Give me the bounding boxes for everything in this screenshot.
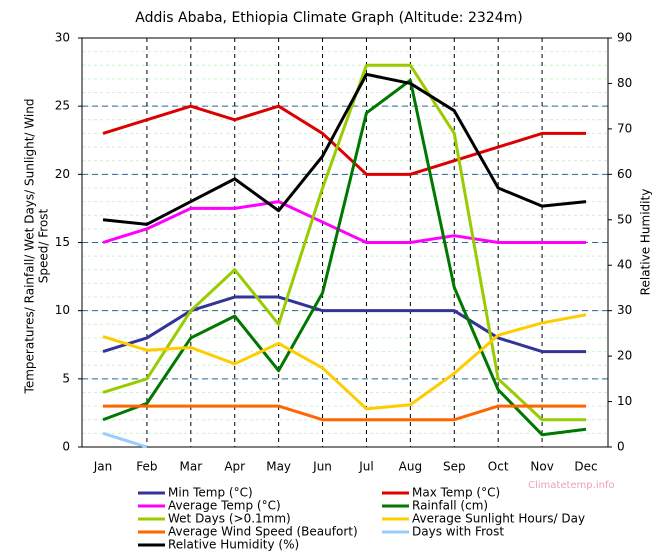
y-tick-label: 15 — [55, 235, 70, 249]
x-tick-label: Dec — [574, 460, 597, 474]
series-line — [102, 104, 586, 176]
y2-tick-label: 80 — [617, 76, 632, 90]
legend-label: Average Wind Speed (Beaufort) — [168, 525, 358, 539]
y2-tick-label: 70 — [617, 121, 632, 135]
y2-tick-label: 10 — [617, 394, 632, 408]
x-tick-label: Feb — [136, 460, 157, 474]
series-line — [102, 295, 586, 354]
x-tick-label: Jun — [312, 460, 332, 474]
y-axis-title-line: Speed/ Frost — [37, 208, 51, 283]
y-tick-label: 0 — [62, 440, 70, 454]
legend-label: Wet Days (>0.1mm) — [168, 512, 291, 526]
x-tick-label: May — [266, 460, 291, 474]
y-tick-label: 25 — [55, 99, 70, 113]
series-line — [102, 313, 587, 411]
legend-label: Average Sunlight Hours/ Day — [412, 512, 585, 526]
y2-tick-label: 50 — [617, 212, 632, 226]
plot-frame — [81, 37, 609, 448]
x-tick-label: Nov — [530, 460, 553, 474]
x-tick-label: Mar — [179, 460, 202, 474]
x-tick-label: Jul — [358, 460, 373, 474]
y2-axis-title: Relative Humidity — [639, 189, 653, 296]
series-line — [103, 404, 586, 422]
x-tick-label: Sep — [443, 460, 466, 474]
chart-title: Addis Ababa, Ethiopia Climate Graph (Alt… — [135, 10, 522, 26]
y-axis-title: Temperatures/ Rainfall/ Wet Days/ Sunlig… — [23, 99, 51, 395]
y-tick-label: 20 — [55, 167, 70, 181]
y2-tick-label: 20 — [617, 349, 632, 363]
legend-label: Relative Humidity (%) — [168, 538, 299, 552]
legend-label: Min Temp (°C) — [168, 486, 253, 500]
series-line — [102, 72, 587, 226]
watermark: Climatetemp.info — [528, 480, 615, 491]
y2-tick-label: 40 — [617, 258, 632, 272]
y2-tick-label: 90 — [617, 31, 632, 45]
x-tick-label: Apr — [224, 460, 245, 474]
y-tick-label: 30 — [55, 31, 70, 45]
x-tick-label: Aug — [399, 460, 422, 474]
y2-tick-label: 30 — [617, 303, 632, 317]
x-tick-label: Oct — [488, 460, 509, 474]
series-line — [102, 63, 586, 422]
legend-label: Max Temp (°C) — [412, 486, 500, 500]
y2-tick-label: 60 — [617, 167, 632, 181]
legend-label: Average Temp (°C) — [168, 499, 281, 513]
series-line — [102, 431, 148, 449]
series-line — [102, 200, 586, 244]
legend-label: Days with Frost — [412, 525, 504, 539]
y-axis-title-line: Temperatures/ Rainfall/ Wet Days/ Sunlig… — [23, 99, 37, 395]
x-tick-label: Jan — [93, 460, 113, 474]
y-tick-label: 10 — [55, 303, 70, 317]
y-tick-label: 5 — [62, 371, 70, 385]
y2-tick-label: 0 — [617, 440, 625, 454]
legend-label: Rainfall (cm) — [412, 499, 488, 513]
